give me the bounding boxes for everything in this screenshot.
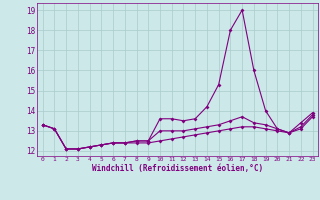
X-axis label: Windchill (Refroidissement éolien,°C): Windchill (Refroidissement éolien,°C) <box>92 164 263 173</box>
